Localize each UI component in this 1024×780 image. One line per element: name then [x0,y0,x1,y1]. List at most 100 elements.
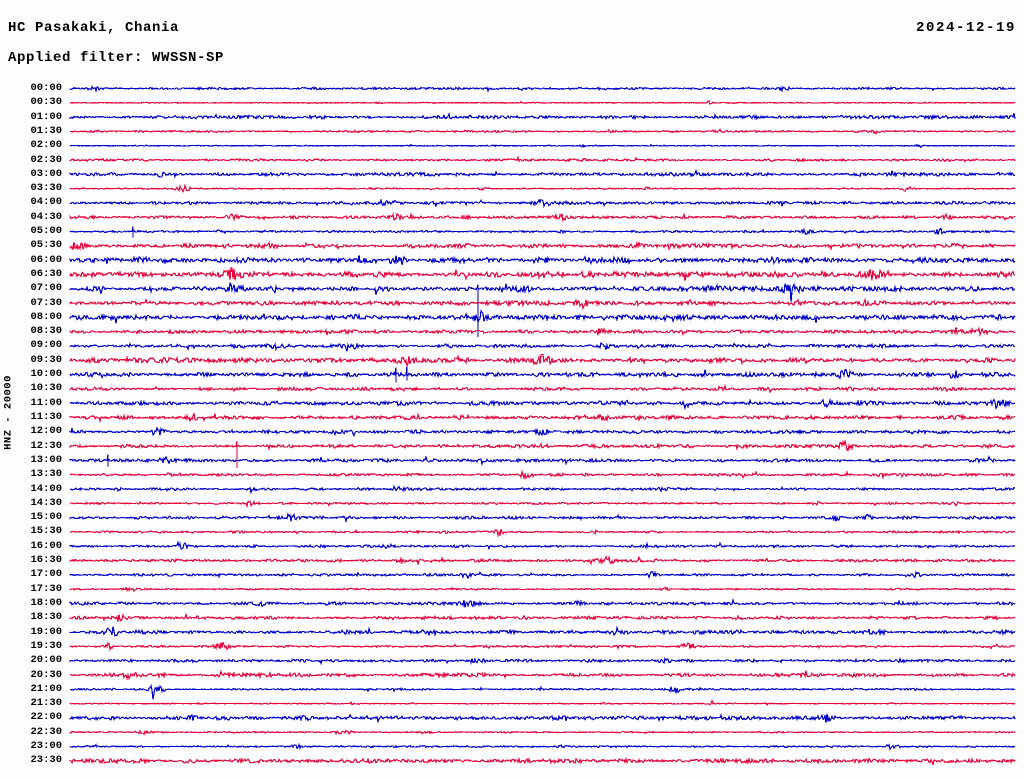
time-label: 18:00 [30,596,62,609]
time-label: 13:00 [30,453,62,466]
time-label: 11:30 [30,411,62,423]
station-title: HC Pasakaki, Chania [8,20,180,36]
time-label: 10:00 [30,368,62,381]
trace-row [69,540,1016,551]
time-label: 03:00 [30,167,62,180]
trace-row [69,266,1016,281]
time-label: 11:00 [30,396,62,409]
time-label: 15:30 [30,525,62,538]
time-label: 12:30 [30,439,62,452]
time-label: 12:00 [30,425,62,438]
trace-row [69,281,1016,337]
trace-row [69,240,1016,251]
trace-row [69,198,1016,208]
trace-row [69,353,1016,368]
time-label: 10:30 [30,382,62,395]
trace-row [69,454,1016,467]
date-label: 2024-12-19 [915,20,1016,36]
trace-row [69,598,1016,608]
trace-row [69,226,1016,238]
trace-row [69,742,1016,751]
time-label: 19:00 [30,625,62,638]
time-label: 00:30 [30,96,62,109]
trace-row [69,143,1016,149]
time-label: 15:00 [30,511,62,524]
trace-row [69,397,1016,411]
time-label: 19:30 [30,639,62,652]
trace-row [69,612,1016,622]
time-label: 16:30 [30,554,62,567]
time-label: 01:00 [30,110,62,123]
trace-row [69,412,1016,424]
trace-row [69,500,1016,509]
trace-row [69,528,1016,538]
time-label: 08:30 [30,325,62,338]
time-label: 21:30 [30,697,62,710]
time-label: 05:30 [30,239,62,252]
trace-row [69,183,1016,194]
trace-row [69,512,1016,524]
time-label: 23:30 [30,754,62,767]
trace-row [69,439,1016,469]
trace-row [69,683,1016,700]
time-label: 02:30 [30,153,62,166]
trace-row [69,469,1016,481]
trace-row [69,168,1016,179]
time-label: 03:30 [30,182,62,195]
trace-row [69,255,1016,266]
trace-row [69,309,1016,324]
time-label: 06:30 [30,267,62,280]
time-label: 17:30 [30,582,62,595]
trace-row [69,128,1016,136]
time-label: 22:30 [30,725,62,738]
trace-row [69,586,1016,593]
time-label: 23:00 [30,740,62,753]
trace-row [69,383,1016,394]
trace-row [69,625,1016,638]
time-label: 07:00 [30,282,62,295]
trace-row [69,698,1016,706]
trace-row [69,570,1016,580]
trace-row [69,84,1016,93]
trace-row [69,756,1016,766]
time-label: 13:30 [30,468,62,481]
time-label: 01:30 [30,124,62,137]
trace-row [69,326,1016,337]
trace-row [69,155,1016,163]
time-label: 04:30 [30,210,62,223]
trace-row [69,366,1016,383]
time-label: 18:30 [30,611,62,624]
time-label: 06:00 [30,253,62,266]
time-label: 05:00 [30,225,62,238]
trace-row [69,111,1016,121]
time-label: 07:30 [30,296,62,309]
trace-row [69,713,1016,724]
trace-row [69,641,1016,652]
time-label: 20:00 [30,654,62,667]
time-label: 08:00 [30,310,62,323]
trace-row [69,100,1016,106]
filter-label: Applied filter: WWSSN-SP [8,50,225,66]
time-label: 22:00 [30,711,62,724]
time-label: 14:00 [30,482,62,495]
trace-row [69,212,1016,223]
time-label: 14:30 [30,496,62,509]
time-label: 20:30 [30,668,62,681]
trace-row [69,297,1016,311]
trace-row [69,729,1016,736]
time-label: 09:00 [30,339,62,352]
trace-row [69,425,1016,438]
time-label: 16:00 [30,539,62,552]
trace-row [69,484,1016,495]
time-label: 09:30 [30,353,62,366]
time-label: 02:00 [30,139,62,152]
trace-row [69,341,1015,352]
time-label: 04:00 [30,196,62,209]
time-label: 00:00 [30,82,62,94]
trace-row [69,669,1016,681]
trace-row [69,555,1016,566]
trace-row [69,656,1016,666]
time-label: 21:00 [30,682,62,695]
